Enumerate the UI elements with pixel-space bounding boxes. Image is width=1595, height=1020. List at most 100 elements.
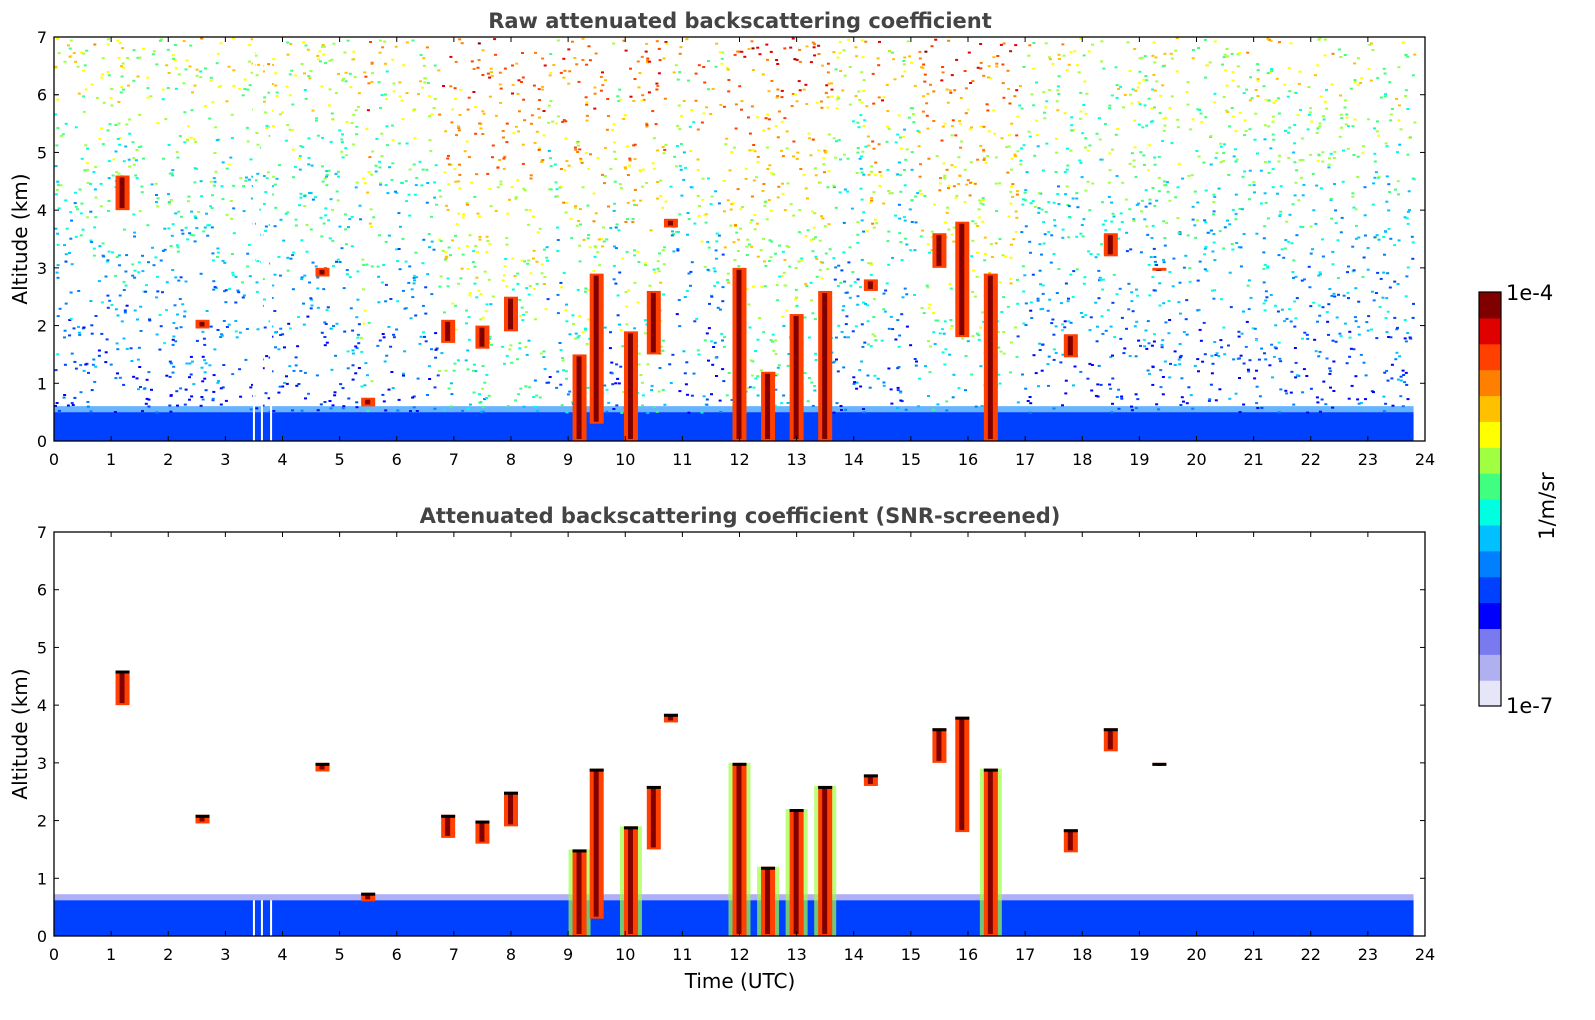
noise-speck [562,76,566,79]
noise-speck [520,81,523,83]
noise-speck [434,356,438,359]
noise-speck [501,130,505,132]
noise-speck [838,40,842,43]
noise-speck [1293,161,1297,164]
noise-speck [1330,294,1334,297]
noise-speck [830,95,834,98]
noise-speck [1064,379,1068,382]
noise-speck [257,63,261,66]
noise-speck [1255,369,1258,372]
noise-speck [318,50,322,53]
noise-speck [774,252,777,255]
noise-speck [1230,52,1234,55]
noise-speck [354,345,358,348]
noise-speck [201,355,205,358]
noise-speck [1075,235,1079,238]
y-tick-label: 5 [37,638,47,657]
noise-speck [1162,117,1166,120]
noise-speck [1319,273,1322,276]
noise-speck [114,274,118,277]
noise-speck [689,270,693,273]
noise-speck [871,333,875,336]
noise-speck [83,64,87,67]
noise-speck [325,309,329,311]
noise-speck [1408,209,1411,212]
noise-speck [168,172,172,175]
noise-speck [944,348,948,351]
noise-speck [419,335,423,338]
noise-speck [1059,361,1063,364]
noise-speck [751,374,754,377]
noise-speck [1236,85,1240,88]
noise-speck [1048,58,1052,61]
noise-speck [679,168,683,171]
noise-speck [156,197,160,200]
noise-speck [578,208,582,211]
noise-speck [1182,331,1186,333]
noise-speck [783,209,787,212]
noise-speck [810,381,814,384]
noise-speck [1306,337,1310,340]
noise-speck [123,309,127,312]
noise-speck [288,73,292,76]
noise-speck [413,108,417,111]
noise-speck [275,91,279,94]
noise-speck [273,310,277,312]
noise-speck [776,366,780,369]
data-gap-line [270,37,273,441]
noise-speck [511,92,514,95]
noise-speck [1239,354,1243,357]
bottom-heatmap [54,670,1414,936]
noise-speck [782,394,786,397]
noise-speck [1331,52,1335,55]
noise-speck [772,349,776,352]
noise-speck [300,278,304,281]
noise-speck [580,161,584,164]
noise-speck [1232,155,1236,158]
noise-speck [1222,326,1226,329]
noise-speck [1319,187,1323,190]
noise-speck [826,186,830,189]
noise-speck [355,347,359,350]
noise-speck [1194,236,1198,239]
noise-speck [391,139,395,142]
noise-speck [131,274,135,277]
noise-speck [1101,332,1105,335]
noise-speck [549,71,553,74]
noise-speck [862,79,866,82]
noise-speck [766,113,770,116]
noise-speck [106,306,110,309]
noise-speck [1266,72,1270,75]
y-tick-label: 0 [37,927,47,946]
noise-speck [1349,347,1353,350]
noise-speck [1301,158,1305,161]
x-tick-label: 9 [563,945,573,964]
noise-speck [1228,271,1232,274]
noise-speck [1110,201,1114,204]
noise-speck [615,363,619,366]
noise-speck [398,225,402,228]
noise-speck [1369,79,1373,82]
noise-speck [1353,79,1357,82]
noise-speck [556,293,560,296]
noise-speck [633,143,637,146]
noise-speck [135,177,139,180]
noise-speck [1295,169,1299,172]
noise-speck [687,79,691,82]
noise-speck [803,372,807,375]
noise-speck [456,125,460,128]
noise-speck [1187,174,1191,177]
noise-speck [1354,375,1358,378]
noise-speck [323,336,327,338]
noise-speck [689,186,693,189]
noise-speck [872,298,876,301]
noise-speck [93,226,97,229]
noise-speck [735,231,739,234]
noise-speck [1259,169,1263,172]
noise-speck [1360,77,1364,80]
noise-speck [106,259,110,262]
noise-speck [1276,97,1280,100]
noise-speck [1072,128,1076,131]
noise-speck [668,363,672,366]
x-tick-label: 23 [1358,945,1378,964]
